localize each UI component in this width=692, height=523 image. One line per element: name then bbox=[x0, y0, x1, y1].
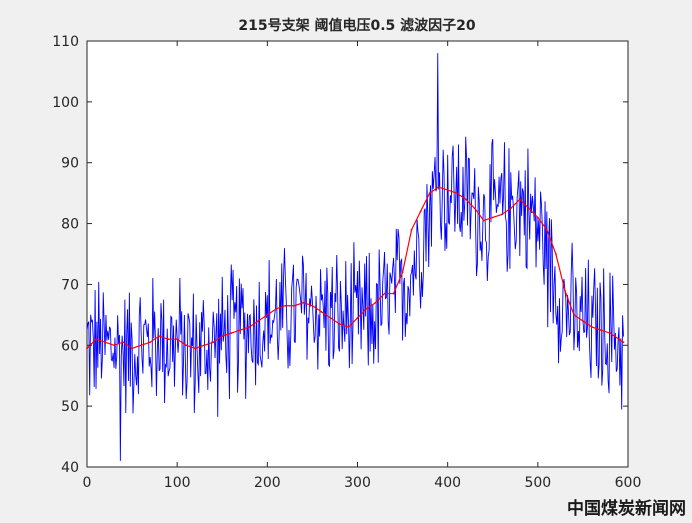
x-tick-label: 300 bbox=[344, 475, 371, 491]
filtered-point bbox=[455, 192, 458, 195]
filtered-point bbox=[618, 338, 620, 341]
filtered-point bbox=[536, 216, 539, 219]
filtered-point bbox=[212, 341, 215, 344]
filtered-point bbox=[185, 344, 188, 347]
filtered-point bbox=[104, 341, 106, 344]
filtered-point bbox=[203, 344, 206, 347]
filtered-point bbox=[356, 317, 359, 319]
filtered-point bbox=[248, 326, 251, 328]
x-tick-label: 0 bbox=[83, 475, 92, 491]
filtered-point bbox=[464, 198, 467, 201]
y-tick-label: 80 bbox=[61, 217, 79, 233]
filtered-point bbox=[257, 320, 260, 322]
filtered-point bbox=[329, 317, 332, 319]
y-tick-label: 90 bbox=[61, 156, 79, 172]
filtered-point bbox=[239, 329, 242, 331]
filtered-point bbox=[275, 307, 278, 310]
filtered-point bbox=[401, 271, 404, 274]
filtered-point bbox=[113, 344, 115, 347]
filtered-point bbox=[95, 338, 97, 341]
y-tick-label: 60 bbox=[61, 338, 79, 354]
filtered-point bbox=[473, 207, 476, 210]
filtered-point bbox=[509, 207, 512, 210]
filtered-point bbox=[591, 326, 593, 328]
filtered-point bbox=[86, 347, 88, 350]
filtered-point bbox=[527, 207, 530, 210]
y-tick-label: 40 bbox=[61, 460, 79, 476]
filtered-point bbox=[284, 304, 287, 307]
x-tick-label: 500 bbox=[524, 475, 551, 491]
filtered-point bbox=[563, 289, 566, 292]
filtered-point bbox=[622, 341, 625, 344]
filtered-point bbox=[167, 338, 170, 341]
filtered-point bbox=[347, 326, 350, 328]
plot-area bbox=[86, 40, 629, 468]
axis-layer: 0 100 200 300 400 500 600 40 50 60 70 80 90 100 110 bbox=[52, 34, 641, 491]
filtered-point bbox=[221, 335, 224, 338]
filtered-point bbox=[491, 216, 494, 219]
filtered-point bbox=[365, 307, 368, 310]
raw-signal-line bbox=[86, 53, 624, 461]
filtered-point bbox=[302, 301, 305, 304]
filtered-point bbox=[500, 213, 503, 216]
filtered-point bbox=[446, 189, 449, 192]
filtered-point bbox=[194, 347, 197, 350]
y-tick-label: 70 bbox=[61, 277, 79, 293]
filtered-point bbox=[338, 323, 341, 325]
filtered-point bbox=[428, 192, 431, 195]
filtered-point bbox=[410, 228, 413, 231]
filtered-point bbox=[149, 341, 152, 344]
filtered-point bbox=[158, 335, 161, 338]
filtered-point bbox=[437, 186, 440, 188]
y-tick-label: 110 bbox=[52, 34, 79, 50]
x-tick-label: 100 bbox=[164, 475, 191, 491]
filtered-point bbox=[230, 332, 233, 335]
filtered-point bbox=[518, 198, 521, 201]
filtered-point bbox=[140, 344, 143, 347]
x-tick-label: 600 bbox=[615, 475, 642, 491]
watermark-logo: 中国煤炭新闻网 bbox=[567, 499, 686, 519]
filtered-point bbox=[554, 253, 557, 255]
filtered-point bbox=[176, 338, 179, 341]
filtered-point bbox=[600, 329, 602, 331]
filtered-point bbox=[320, 310, 323, 313]
filtered-point bbox=[392, 292, 395, 295]
filtered-point bbox=[609, 332, 611, 335]
filtered-point bbox=[582, 320, 584, 322]
filtered-point bbox=[131, 347, 133, 350]
filtered-point bbox=[419, 210, 422, 213]
chart-title: 215号支架 阈值电压0.5 滤波因子20 bbox=[238, 17, 476, 34]
filtered-point bbox=[383, 292, 386, 295]
filtered-point bbox=[573, 313, 575, 316]
x-tick-label: 400 bbox=[434, 475, 461, 491]
series-layer bbox=[86, 53, 625, 461]
filtered-point bbox=[293, 304, 296, 307]
x-tick-label: 200 bbox=[254, 475, 281, 491]
filtered-point bbox=[311, 304, 314, 307]
y-tick-label: 50 bbox=[61, 399, 79, 415]
filtered-point bbox=[266, 313, 269, 316]
filtered-point bbox=[482, 219, 485, 222]
y-tick-label: 100 bbox=[52, 95, 79, 111]
filtered-point bbox=[545, 228, 548, 231]
filtered-point bbox=[374, 301, 377, 304]
filtered-point bbox=[122, 341, 124, 344]
